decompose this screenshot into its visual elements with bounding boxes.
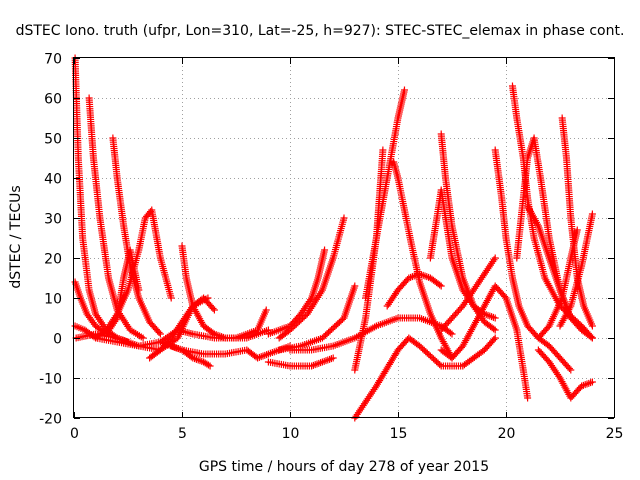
data-series xyxy=(383,270,445,310)
data-point xyxy=(588,210,596,218)
data-point xyxy=(340,214,348,222)
data-point xyxy=(436,361,444,369)
x-tick-label: 15 xyxy=(390,426,408,442)
data-point xyxy=(206,362,214,370)
data-point xyxy=(491,326,499,334)
data-point xyxy=(210,306,218,314)
data-series xyxy=(437,254,499,334)
data-series xyxy=(264,354,337,370)
data-point xyxy=(204,361,212,369)
data-point xyxy=(329,354,337,362)
x-tick-label: 20 xyxy=(498,426,516,442)
x-tick-label: 25 xyxy=(606,426,624,442)
data-series xyxy=(286,314,456,354)
data-point xyxy=(351,282,359,290)
data-point xyxy=(135,286,143,294)
data-point xyxy=(587,333,595,341)
y-tick-label: -20 xyxy=(39,412,62,428)
data-point xyxy=(321,246,329,254)
data-series xyxy=(351,334,499,422)
data-series xyxy=(362,86,408,302)
x-tick-label: 0 xyxy=(70,426,79,442)
data-point xyxy=(436,281,444,289)
y-tick-label: 20 xyxy=(44,252,62,268)
x-tick-label: 10 xyxy=(282,426,300,442)
data-series xyxy=(156,338,294,362)
y-tick-label: 50 xyxy=(44,132,62,148)
y-tick-label: 10 xyxy=(44,292,62,308)
data-point xyxy=(155,329,163,336)
data-series xyxy=(437,282,532,402)
y-axis-label: dSTEC / TECUs xyxy=(8,185,24,288)
data-point xyxy=(262,306,270,314)
axis-ticks: 0 5 10 15 20 25 -20 -10 0 10 20 30 40 50 60 70 xyxy=(39,52,623,443)
data-series xyxy=(390,158,456,362)
data-point xyxy=(209,305,217,312)
data-point xyxy=(448,330,456,338)
data-point xyxy=(156,330,164,338)
data-series xyxy=(167,342,214,370)
data-point xyxy=(446,329,454,337)
y-tick-label: -10 xyxy=(39,372,62,388)
plot-frame xyxy=(73,57,615,418)
data-point xyxy=(573,226,581,234)
y-tick-label: 40 xyxy=(44,172,62,188)
data-point xyxy=(491,334,499,342)
data-series xyxy=(491,146,575,374)
y-tick-label: 70 xyxy=(44,52,62,68)
data-point xyxy=(524,394,532,402)
data-series xyxy=(264,246,329,338)
data-point xyxy=(379,146,387,154)
data-point xyxy=(490,336,498,343)
data-point xyxy=(565,365,573,372)
x-axis-label: GPS time / hours of day 278 of year 2015 xyxy=(199,459,489,475)
data-series xyxy=(178,242,272,342)
data-point xyxy=(437,282,445,290)
data-marks xyxy=(71,54,596,422)
y-tick-label: 30 xyxy=(44,212,62,228)
data-series xyxy=(556,210,596,330)
data-point xyxy=(400,86,408,94)
data-series xyxy=(85,94,147,342)
data-series xyxy=(426,186,499,322)
data-point xyxy=(490,325,498,333)
data-point xyxy=(567,366,575,374)
data-series xyxy=(275,214,348,342)
data-point xyxy=(588,322,596,330)
y-tick-label: 0 xyxy=(53,332,62,348)
data-point xyxy=(139,334,147,342)
data-point xyxy=(491,254,499,262)
data-series xyxy=(534,346,596,402)
data-point xyxy=(588,334,596,342)
x-tick-label: 5 xyxy=(178,426,187,442)
data-series xyxy=(534,226,581,342)
data-point xyxy=(491,314,499,322)
chart-title: dSTEC Iono. truth (ufpr, Lon=310, Lat=-2… xyxy=(16,23,625,39)
data-point xyxy=(167,294,175,302)
data-point xyxy=(588,378,596,386)
y-tick-label: 60 xyxy=(44,92,62,108)
